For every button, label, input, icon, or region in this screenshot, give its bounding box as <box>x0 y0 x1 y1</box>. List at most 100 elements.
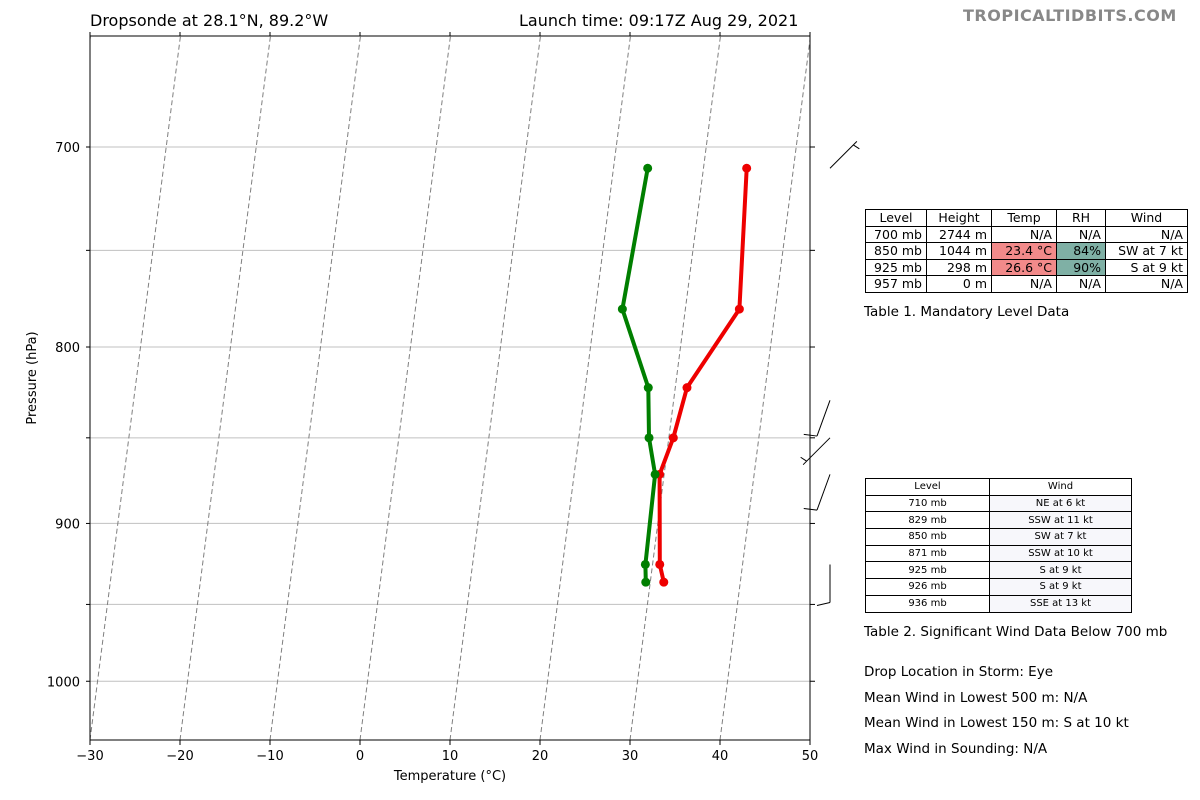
table1-header-row: Level Height Temp RH Wind <box>865 209 1188 227</box>
table1-header-rh: RH <box>1056 209 1106 227</box>
table1-header-level: Level <box>865 209 927 227</box>
table-row: 925 mb S at 9 kt <box>865 561 1132 580</box>
temperature-point <box>668 433 678 443</box>
x-tick-label: 0 <box>356 749 364 764</box>
x-tick-label: 20 <box>532 749 549 764</box>
table-cell-temp-highlight: 23.4 °C <box>991 242 1057 260</box>
table-row: 700 mb 2744 m N/A N/A N/A <box>865 225 1188 243</box>
table-cell: N/A <box>1105 225 1188 243</box>
chart-title-right: Launch time: 09:17Z Aug 29, 2021 <box>519 11 799 30</box>
x-axis-label: Temperature (°C) <box>393 769 506 784</box>
isotherm-line <box>90 36 181 740</box>
table-row: 829 mb SSW at 11 kt <box>865 511 1132 530</box>
table1-header-height: Height <box>926 209 992 227</box>
table-cell-rh-highlight: 90% <box>1056 258 1106 276</box>
table-cell: SW at 7 kt <box>989 528 1132 546</box>
table1-header-wind: Wind <box>1105 209 1188 227</box>
dewpoint-point <box>650 469 660 479</box>
dewpoint-point <box>617 304 627 314</box>
table-cell: S at 9 kt <box>1105 258 1188 276</box>
table-cell-rh-highlight: 84% <box>1056 242 1106 260</box>
x-tick-label: −10 <box>256 749 283 764</box>
temperature-line <box>657 168 749 583</box>
x-tick-label: 10 <box>442 749 459 764</box>
dewpoint-point <box>644 433 654 443</box>
wind-barb-flag <box>803 433 818 437</box>
table-cell: N/A <box>991 225 1057 243</box>
x-tick-label: 30 <box>622 749 639 764</box>
table-cell: N/A <box>991 275 1057 293</box>
temperature-point <box>682 383 692 393</box>
table-cell: SSW at 10 kt <box>989 544 1132 563</box>
dewpoint-point <box>643 383 653 393</box>
wind-barb <box>816 564 831 606</box>
table-cell: 850 mb <box>865 528 990 546</box>
table2-header-wind: Wind <box>989 478 1132 496</box>
mean-wind-500m-text: Mean Wind in Lowest 500 m: N/A <box>864 690 1088 706</box>
table-cell: 925 mb <box>865 561 990 580</box>
table-cell: 700 mb <box>865 225 927 243</box>
plot-area <box>90 36 810 740</box>
table-cell: N/A <box>1056 275 1106 293</box>
temperature-point <box>742 163 752 173</box>
table-cell: 957 mb <box>865 275 927 293</box>
table-cell: N/A <box>1105 275 1188 293</box>
wind-barb <box>803 474 831 511</box>
table-cell: 926 mb <box>865 578 990 596</box>
x-tick-label: 40 <box>712 749 729 764</box>
table2-header-level: Level <box>865 478 990 496</box>
isotherm-line <box>449 36 541 740</box>
y-tick-label: 800 <box>55 341 80 356</box>
isotherm-line <box>269 36 361 740</box>
table-cell: 829 mb <box>865 511 990 530</box>
x-tick-label: −30 <box>76 749 103 764</box>
wind-barb-staff <box>816 400 831 437</box>
table-row: 850 mb 1044 m 23.4 °C 84% SW at 7 kt <box>865 242 1188 260</box>
plot-frame <box>89 35 811 741</box>
isotherm-line <box>359 36 451 740</box>
table-row: 926 mb S at 9 kt <box>865 578 1132 596</box>
temperature-point <box>734 304 744 314</box>
table-cell: 0 m <box>926 275 992 293</box>
wind-barb <box>803 400 831 437</box>
y-tick-label: 1000 <box>47 675 80 690</box>
mean-wind-150m-text: Mean Wind in Lowest 150 m: S at 10 kt <box>864 715 1129 731</box>
isotherm-line <box>539 36 631 740</box>
isotherm-line <box>719 36 810 740</box>
table2-header-row: Level Wind <box>865 478 1132 496</box>
dewpoint-point <box>643 163 653 173</box>
isotherm-line <box>179 36 271 740</box>
temperature-point <box>659 577 669 587</box>
table-row: 710 mb NE at 6 kt <box>865 494 1132 513</box>
wind-barb-staff <box>829 141 858 169</box>
table-cell: 936 mb <box>865 594 990 613</box>
max-wind-text: Max Wind in Sounding: N/A <box>864 741 1048 757</box>
table-cell: SSW at 11 kt <box>989 511 1132 530</box>
drop-location-text: Drop Location in Storm: Eye <box>864 664 1054 680</box>
table-cell: 710 mb <box>865 494 990 513</box>
temperature-point <box>655 559 665 569</box>
y-tick-label: 900 <box>55 517 80 532</box>
wind-barb-flag <box>816 601 831 606</box>
table-cell: SSE at 13 kt <box>989 594 1132 613</box>
table-cell: S at 9 kt <box>989 561 1132 580</box>
table-cell: NE at 6 kt <box>989 494 1132 513</box>
table-cell: 298 m <box>926 258 992 276</box>
table-row: 850 mb SW at 7 kt <box>865 528 1132 546</box>
significant-wind-table: Level Wind 710 mb NE at 6 kt 829 mb SSW at… <box>865 478 1132 613</box>
x-tick-label: −20 <box>166 749 193 764</box>
table1-header-temp: Temp <box>991 209 1057 227</box>
table-cell: 925 mb <box>865 258 927 276</box>
mandatory-level-table: Level Height Temp RH Wind 700 mb 2744 m … <box>865 209 1188 293</box>
dewpoint-point <box>640 559 650 569</box>
wind-barb-staff <box>802 437 831 466</box>
table-cell: N/A <box>1056 225 1106 243</box>
dewpoint-line <box>620 167 658 583</box>
table2-caption: Table 2. Significant Wind Data Below 700… <box>864 624 1168 640</box>
table-cell: 2744 m <box>926 225 992 243</box>
chart-title-left: Dropsonde at 28.1°N, 89.2°W <box>90 11 329 30</box>
table-row: 871 mb SSW at 10 kt <box>865 544 1132 563</box>
y-axis-label: Pressure (hPa) <box>25 331 40 424</box>
x-tick-label: 50 <box>802 749 819 764</box>
